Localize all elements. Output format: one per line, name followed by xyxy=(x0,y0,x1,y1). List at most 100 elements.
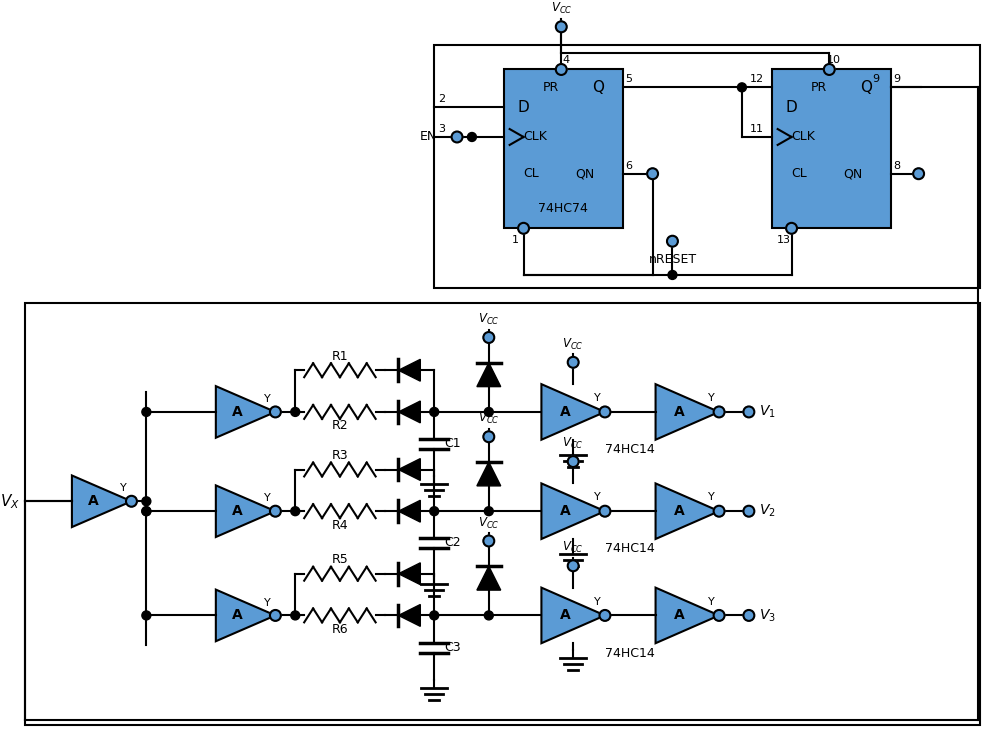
Circle shape xyxy=(483,332,494,343)
Circle shape xyxy=(484,407,493,416)
Text: A: A xyxy=(232,608,243,622)
Text: A: A xyxy=(674,504,685,518)
Text: 12: 12 xyxy=(750,75,764,84)
Polygon shape xyxy=(216,590,275,641)
Bar xyxy=(772,69,891,228)
Circle shape xyxy=(743,505,754,517)
Polygon shape xyxy=(477,363,501,386)
Polygon shape xyxy=(216,386,275,437)
Text: CLK: CLK xyxy=(792,131,815,143)
Circle shape xyxy=(556,21,567,33)
Circle shape xyxy=(518,223,529,234)
Text: Q: Q xyxy=(592,80,604,95)
Text: Y: Y xyxy=(594,492,600,503)
Circle shape xyxy=(568,560,579,571)
Text: 1: 1 xyxy=(512,235,519,245)
Circle shape xyxy=(483,536,494,546)
Text: 11: 11 xyxy=(750,124,764,134)
Polygon shape xyxy=(398,563,420,585)
Bar xyxy=(25,303,980,725)
Text: $V_{CC}$: $V_{CC}$ xyxy=(562,540,584,556)
Circle shape xyxy=(824,64,835,75)
Text: Y: Y xyxy=(594,393,600,403)
Text: A: A xyxy=(560,405,571,419)
Text: 5: 5 xyxy=(625,75,632,84)
Polygon shape xyxy=(656,483,719,539)
Circle shape xyxy=(291,611,300,620)
Circle shape xyxy=(430,407,439,416)
Text: $V_1$: $V_1$ xyxy=(759,403,776,420)
Text: 74HC74: 74HC74 xyxy=(538,202,588,215)
Text: Y: Y xyxy=(594,596,600,607)
Text: R2: R2 xyxy=(332,419,348,432)
Text: A: A xyxy=(674,405,685,419)
Text: 8: 8 xyxy=(893,161,900,171)
Text: C2: C2 xyxy=(444,537,460,550)
Text: $V_{CC}$: $V_{CC}$ xyxy=(478,516,500,531)
Polygon shape xyxy=(541,384,605,440)
Circle shape xyxy=(452,132,463,143)
Text: PR: PR xyxy=(811,81,827,94)
Circle shape xyxy=(647,168,658,179)
Text: $V_{CC}$: $V_{CC}$ xyxy=(562,337,584,352)
Circle shape xyxy=(913,168,924,179)
Circle shape xyxy=(484,611,493,620)
Circle shape xyxy=(142,407,151,416)
Polygon shape xyxy=(656,588,719,643)
Circle shape xyxy=(714,406,725,418)
Circle shape xyxy=(142,507,151,516)
Text: Y: Y xyxy=(708,596,715,607)
Circle shape xyxy=(599,505,610,517)
Text: 3: 3 xyxy=(439,124,446,134)
Circle shape xyxy=(142,611,151,620)
Text: $V_{CC}$: $V_{CC}$ xyxy=(478,312,500,327)
Polygon shape xyxy=(477,462,501,486)
Bar xyxy=(434,44,980,288)
Polygon shape xyxy=(398,500,420,522)
Text: $V_{CC}$: $V_{CC}$ xyxy=(562,436,584,452)
Text: QN: QN xyxy=(575,167,595,180)
Circle shape xyxy=(291,507,300,516)
Circle shape xyxy=(668,270,677,279)
Text: Y: Y xyxy=(120,483,127,494)
Text: Y: Y xyxy=(708,492,715,503)
Circle shape xyxy=(667,236,678,247)
Circle shape xyxy=(743,406,754,418)
Text: $V_X$: $V_X$ xyxy=(0,492,20,511)
Text: 6: 6 xyxy=(625,161,632,171)
Text: Y: Y xyxy=(708,393,715,403)
Text: Y: Y xyxy=(264,494,271,503)
Circle shape xyxy=(270,610,281,621)
Text: Q: Q xyxy=(860,80,872,95)
Circle shape xyxy=(270,406,281,418)
Text: 74HC14: 74HC14 xyxy=(605,443,655,456)
Circle shape xyxy=(142,507,151,516)
Text: $V_3$: $V_3$ xyxy=(759,607,776,624)
Text: CLK: CLK xyxy=(524,131,547,143)
Circle shape xyxy=(599,610,610,621)
Text: 74HC14: 74HC14 xyxy=(605,647,655,660)
Polygon shape xyxy=(541,483,605,539)
Circle shape xyxy=(126,496,137,507)
Text: A: A xyxy=(232,504,243,518)
Text: 10: 10 xyxy=(827,55,841,64)
Text: R3: R3 xyxy=(332,449,348,462)
Circle shape xyxy=(786,223,797,234)
Text: A: A xyxy=(88,494,99,508)
Circle shape xyxy=(599,406,610,418)
Text: A: A xyxy=(560,608,571,622)
Text: 74HC14: 74HC14 xyxy=(605,542,655,556)
Text: 2: 2 xyxy=(439,95,446,104)
Text: C3: C3 xyxy=(444,641,460,654)
Polygon shape xyxy=(398,401,420,423)
Circle shape xyxy=(556,64,567,75)
Circle shape xyxy=(430,611,439,620)
Text: D: D xyxy=(518,100,529,115)
Circle shape xyxy=(568,357,579,368)
Text: 9: 9 xyxy=(872,75,879,84)
Polygon shape xyxy=(398,605,420,627)
Polygon shape xyxy=(541,588,605,643)
Text: 4: 4 xyxy=(563,55,570,64)
Text: C1: C1 xyxy=(444,437,460,450)
Text: $V_{CC}$: $V_{CC}$ xyxy=(551,1,572,16)
